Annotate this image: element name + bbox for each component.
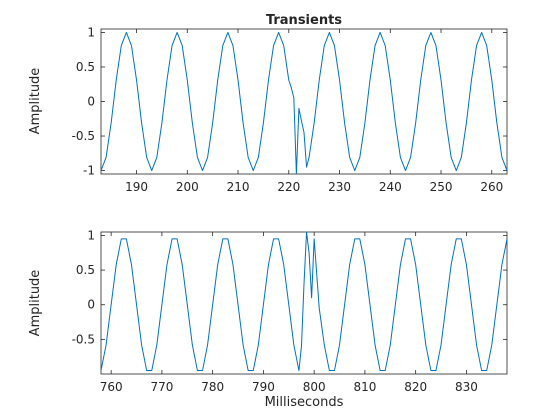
top-y-axis-label: Amplitude — [28, 68, 43, 135]
bottom-x-tick-label: 790 — [252, 380, 275, 394]
bottom-x-tick-label: 760 — [100, 380, 123, 394]
top-axes-frame — [100, 28, 508, 175]
top-y-tick-label: -0.5 — [72, 129, 95, 143]
bottom-x-tick-label: 780 — [201, 380, 224, 394]
subplot-transients: 190 200 210 220 230 240 250 260 -1 -0.5 0 0.5 1 Tran… — [28, 13, 508, 194]
chart-title: Transients — [266, 13, 342, 28]
top-ticks: 190 200 210 220 230 240 250 260 -1 -0.5 0 0.5 1 — [72, 25, 507, 194]
top-y-tick-label: 1 — [87, 25, 95, 39]
bottom-signal-line — [100, 231, 508, 372]
bottom-y-tick-label: 0.5 — [76, 263, 95, 277]
top-signal-line — [100, 31, 508, 175]
bottom-y-tick-label: -0.5 — [72, 332, 95, 346]
bottom-ticks: 760 770 780 790 800 810 820 830 -0.5 0 0.5 1 — [72, 228, 507, 394]
top-x-tick-label: 210 — [227, 180, 250, 194]
top-y-tick-label: 0.5 — [76, 60, 95, 74]
bottom-x-tick-label: 820 — [404, 380, 427, 394]
bottom-x-tick-label: 800 — [303, 380, 326, 394]
top-x-tick-label: 260 — [480, 180, 503, 194]
bottom-y-axis-label: Amplitude — [28, 270, 43, 337]
top-y-tick-label: -1 — [83, 164, 95, 178]
bottom-x-tick-label: 830 — [455, 380, 478, 394]
bottom-x-tick-label: 810 — [353, 380, 376, 394]
top-x-tick-label: 240 — [379, 180, 402, 194]
subplot-bottom: 760 770 780 790 800 810 820 830 -0.5 0 0.5 1 Amplit… — [28, 228, 508, 410]
top-x-tick-label: 190 — [125, 180, 148, 194]
bottom-y-tick-label: 0 — [87, 298, 95, 312]
bottom-x-tick-label: 770 — [150, 380, 173, 394]
top-x-tick-label: 230 — [328, 180, 351, 194]
top-x-tick-label: 200 — [176, 180, 199, 194]
top-x-tick-label: 250 — [430, 180, 453, 194]
bottom-y-tick-label: 1 — [87, 228, 95, 242]
x-axis-label: Milliseconds — [265, 395, 344, 410]
top-y-tick-label: 0 — [87, 95, 95, 109]
top-x-tick-label: 220 — [277, 180, 300, 194]
